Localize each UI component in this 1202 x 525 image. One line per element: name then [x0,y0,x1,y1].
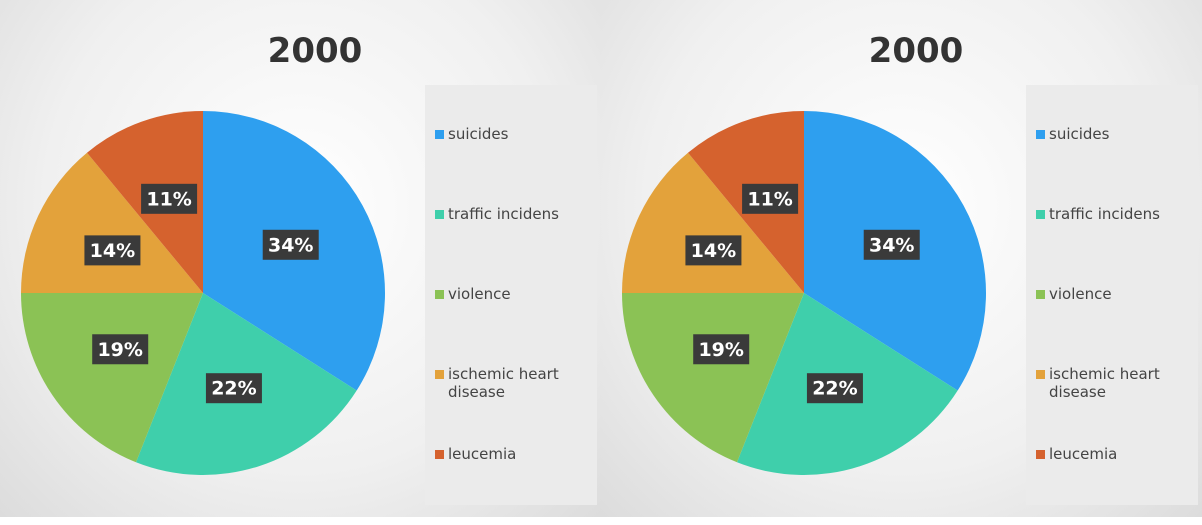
data-label: 19% [698,339,743,361]
legend-item: violence [435,285,587,365]
data-label: 19% [97,339,142,361]
data-label-box [84,235,141,266]
legend: suicides traffic incidens violence ischemic… [1026,85,1198,505]
data-label-box [685,235,742,266]
legend-item: traffic incidens [1036,205,1188,285]
data-label: 34% [869,234,914,256]
legend-label: suicides [1049,125,1110,143]
legend-item: traffic incidens [435,205,587,285]
legend-swatch [435,450,444,459]
legend-label: ischemic heart disease [448,365,559,401]
legend-swatch [1036,290,1045,299]
chart-title: 2000 [268,31,363,71]
data-label-box [863,229,920,260]
pie-slice [622,293,804,463]
legend-label: violence [448,285,511,303]
legend-label: suicides [448,125,509,143]
legend-swatch [435,370,444,379]
pie-slice [21,152,203,293]
legend-item: suicides [1036,125,1188,205]
legend-swatch [1036,370,1045,379]
legend-swatch [435,130,444,139]
data-label-box [742,183,799,214]
data-label: 14% [90,240,135,262]
data-label: 22% [812,378,857,400]
pie-slice [622,152,804,293]
data-label-box [693,334,750,365]
legend-item: suicides [435,125,587,205]
legend-label: ischemic heart disease [1049,365,1160,401]
data-label-box [141,183,198,214]
legend-swatch [1036,130,1045,139]
legend-swatch [1036,450,1045,459]
legend-item: ischemic heart disease [435,365,587,445]
data-label-box [262,229,319,260]
legend-item: violence [1036,285,1188,365]
legend-label: traffic incidens [448,205,559,223]
chart-panel: 2000 34% 22% 19% 14% 11% suicides traffic incid… [0,0,601,517]
chart-title: 2000 [869,31,964,71]
data-label-box [806,373,863,404]
data-label: 11% [146,188,191,210]
legend-item: leucemia [435,445,587,525]
legend-swatch [435,290,444,299]
legend-label: leucemia [1049,445,1118,463]
legend-label: traffic incidens [1049,205,1160,223]
legend-label: leucemia [448,445,517,463]
legend-swatch [1036,210,1045,219]
data-label-box [205,373,262,404]
legend-item: ischemic heart disease [1036,365,1188,445]
legend-swatch [435,210,444,219]
legend: suicides traffic incidens violence ischemic… [425,85,597,505]
data-label: 11% [747,188,792,210]
chart: 2000 34% 22% 19% 14% 11% [21,31,385,475]
data-label-box [92,334,149,365]
legend-label: violence [1049,285,1112,303]
chart-panel: 2000 34% 22% 19% 14% 11% suicides traffic incid… [601,0,1202,517]
data-label: 14% [691,240,736,262]
data-label: 22% [211,378,256,400]
pie-slice [21,293,203,463]
data-label: 34% [268,234,313,256]
legend-item: leucemia [1036,445,1188,525]
chart: 2000 34% 22% 19% 14% 11% [622,31,986,475]
